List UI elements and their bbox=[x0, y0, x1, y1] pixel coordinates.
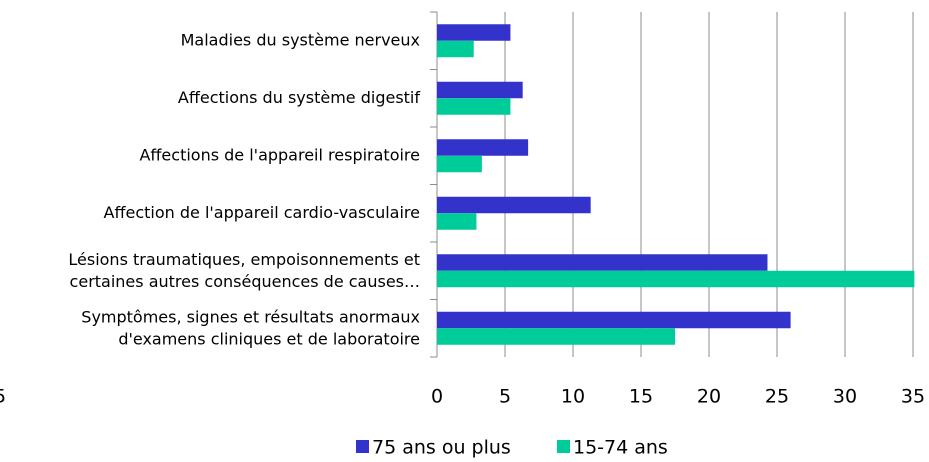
bar bbox=[437, 139, 529, 156]
x-tick-label: 30 bbox=[833, 386, 857, 408]
y-tick-label: Affections de l'appareil respiratoire bbox=[139, 145, 420, 164]
x-tick-label: 15 bbox=[629, 386, 653, 408]
bar bbox=[437, 311, 791, 329]
legend-swatch bbox=[557, 440, 570, 453]
x-tick-label: 10 bbox=[561, 386, 585, 408]
x-tick-label: 35 bbox=[901, 386, 925, 408]
y-tick-label: Affection de l'appareil cardio-vasculair… bbox=[104, 203, 420, 222]
bar bbox=[437, 328, 675, 345]
bar bbox=[437, 213, 477, 230]
bar bbox=[437, 196, 591, 214]
y-tick-label: Maladies du système nerveux bbox=[181, 30, 420, 49]
bar bbox=[437, 270, 915, 288]
annotation: 5 bbox=[0, 386, 6, 408]
x-tick-label: 5 bbox=[499, 386, 511, 408]
legend-label: 15-74 ans bbox=[573, 437, 668, 459]
bar bbox=[437, 40, 474, 58]
bar bbox=[437, 81, 523, 99]
bar bbox=[437, 155, 482, 173]
y-tick-label: Lésions traumatiques, empoisonnements et… bbox=[68, 249, 420, 290]
legend-label: 75 ans ou plus bbox=[372, 437, 511, 459]
x-tick-label: 20 bbox=[697, 386, 721, 408]
legend-swatch bbox=[356, 440, 369, 453]
x-tick-label: 0 bbox=[431, 386, 443, 408]
y-tick-label: Symptômes, signes et résultats anormaux d… bbox=[81, 307, 420, 348]
y-tick-label: Affections du système digestif bbox=[178, 88, 420, 107]
bar bbox=[437, 98, 511, 115]
x-tick-label: 25 bbox=[765, 386, 789, 408]
bar bbox=[437, 254, 768, 271]
bar bbox=[437, 24, 511, 41]
